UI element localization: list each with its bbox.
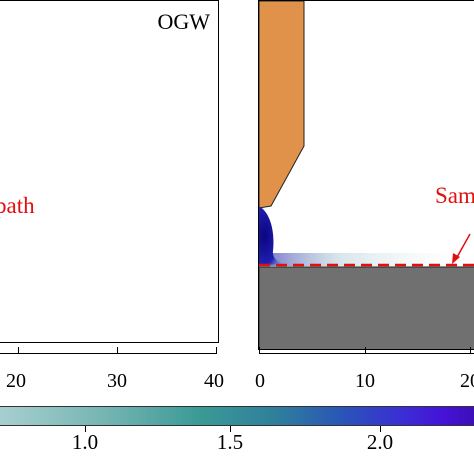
right-x-tick-label: 20: [460, 370, 474, 392]
colorbar-tick-label: 2.0: [366, 430, 394, 454]
right-x-tick-label: 0: [255, 370, 265, 392]
panel-title-ogw: OGW: [157, 9, 210, 34]
left-x-tick-label: 40: [204, 370, 224, 392]
right-x-tick: [470, 347, 472, 354]
left-x-tick-label: 30: [107, 370, 127, 392]
left-x-tick: [117, 347, 119, 354]
concentration-spot: [259, 206, 287, 265]
sample-arrow: [455, 233, 471, 260]
left-x-tick: [216, 347, 218, 354]
left-x-tick-label: 20: [6, 370, 26, 392]
right-panel: Sam: [258, 0, 474, 350]
left-x-axis: [0, 353, 217, 355]
right-x-tick-label: 10: [355, 370, 375, 392]
nozzle-shape: [259, 1, 305, 209]
colorbar-tick: [380, 426, 382, 432]
sample-arrow-head: [452, 253, 460, 264]
simulation-field: [259, 1, 474, 349]
colorbar: [0, 406, 474, 426]
left-x-tick: [18, 347, 20, 354]
colorbar-tick: [230, 426, 232, 432]
left-panel: OGW path: [0, 0, 219, 343]
right-x-axis: [259, 353, 474, 355]
right-x-tick: [365, 347, 367, 354]
substrate-block: [259, 266, 474, 349]
right-x-tick: [259, 347, 261, 354]
colorbar-tick: [85, 426, 87, 432]
path-label: path: [0, 193, 35, 218]
colorbar-tick-label: 1.0: [71, 430, 99, 454]
flow-layer: [259, 253, 459, 266]
colorbar-tick-label: 1.5: [216, 430, 244, 454]
sample-label: Sam: [435, 183, 474, 208]
